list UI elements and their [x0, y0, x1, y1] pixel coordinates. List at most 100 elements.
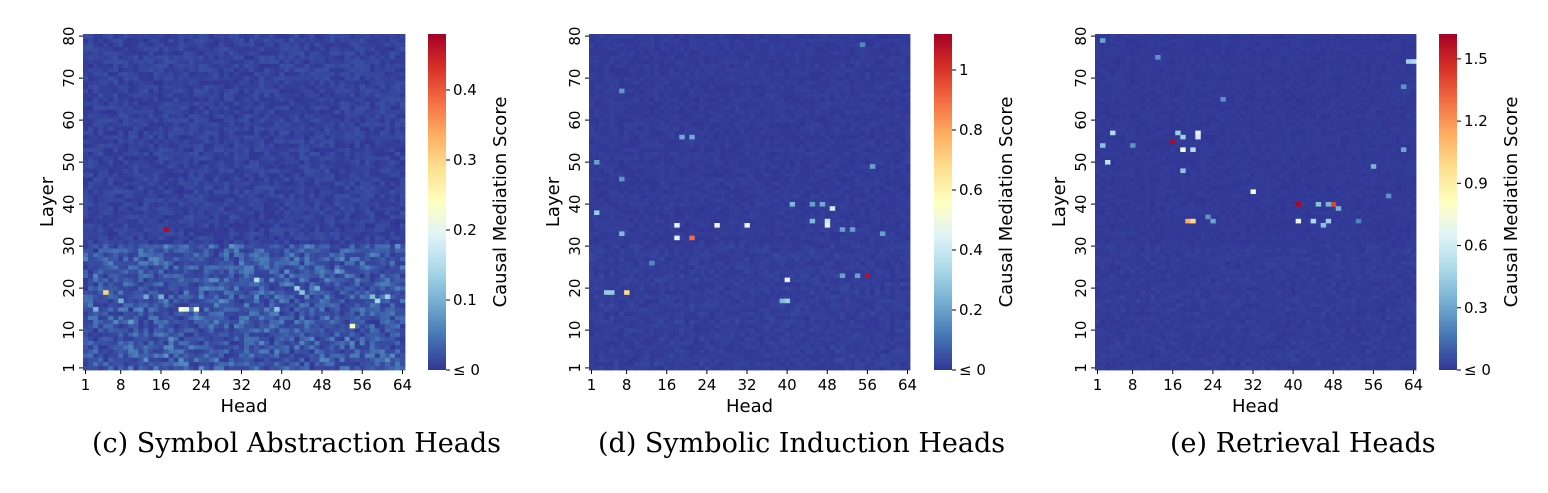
hotspot-d-0 — [689, 235, 695, 241]
x-tick-c-48: 48 — [312, 376, 331, 394]
colorbar-tick-d-2: 0.4 — [959, 241, 983, 259]
hotspot-e-33 — [1400, 147, 1407, 152]
x-tick-c-24: 24 — [192, 376, 211, 394]
hotspot-e-35 — [1355, 218, 1362, 224]
y-tick-e-1: 1 — [1072, 363, 1090, 373]
colorbar-tick-e-4: 1.2 — [1464, 112, 1488, 130]
hotspot-e-32 — [1220, 97, 1226, 102]
hotspot-c-21 — [128, 319, 134, 325]
colorbar-tick-d-4: 0.8 — [959, 121, 983, 139]
hotspot-d-5 — [714, 223, 720, 228]
y-tick-e-20: 20 — [1072, 279, 1090, 298]
hotspot-e-30 — [1155, 55, 1161, 60]
hotspot-d-3 — [674, 223, 680, 228]
x-tick-e-32: 32 — [1243, 376, 1262, 394]
hotspot-c-10 — [384, 294, 391, 299]
hotspot-c-20 — [228, 244, 235, 249]
hotspot-e-31 — [1210, 218, 1216, 224]
x-tick-d-16: 16 — [657, 376, 676, 394]
hotspot-e-21 — [1320, 223, 1327, 228]
hotspot-d-33 — [859, 42, 866, 47]
x-tick-d-24: 24 — [697, 376, 716, 394]
hotspot-e-16 — [1410, 59, 1417, 64]
x-tick-d-1: 1 — [587, 376, 597, 394]
x-axis-label-d: Head — [726, 396, 773, 417]
y-tick-e-80: 80 — [1072, 27, 1090, 46]
x-tick-d-48: 48 — [818, 376, 837, 394]
hotspot-d-6 — [744, 223, 750, 228]
x-tick-c-1: 1 — [81, 376, 91, 394]
hotspot-c-17 — [314, 286, 320, 291]
x-tick-c-40: 40 — [272, 376, 291, 394]
y-tick-c-40: 40 — [60, 195, 78, 214]
heatmap-cells-d — [589, 34, 911, 371]
y-tick-c-20: 20 — [60, 279, 78, 298]
y-tick-d-10: 10 — [566, 321, 584, 340]
y-axis-label-c: Layer — [37, 176, 58, 227]
hotspot-e-2 — [1330, 202, 1337, 207]
y-tick-d-30: 30 — [566, 237, 584, 256]
hotspot-d-22 — [839, 273, 846, 278]
hotspot-c-5 — [349, 323, 356, 329]
hotspot-c-2 — [178, 307, 185, 312]
hotspot-d-10 — [784, 277, 791, 283]
y-tick-c-70: 70 — [60, 69, 78, 88]
heatmap-panel-d: 1 8 16 24 32 40 48 56 64 1 10 20 30 40 50 60 70 80 Head Lay… — [543, 27, 1017, 417]
hotspot-c-8 — [294, 286, 300, 291]
hotspot-d-8 — [824, 218, 831, 224]
hotspot-e-9 — [1180, 147, 1186, 152]
hotspot-d-27 — [594, 160, 600, 165]
colorbar-tick-c-4: 0.4 — [453, 81, 477, 99]
x-tick-e-24: 24 — [1203, 376, 1222, 394]
hotspot-c-14 — [158, 294, 164, 299]
hotspot-d-18 — [809, 218, 816, 224]
colorbar-label-e: Causal Mediation Score — [1501, 97, 1522, 308]
hotspot-e-26 — [1385, 193, 1392, 199]
x-tick-d-40: 40 — [778, 376, 797, 394]
hotspot-e-34 — [1205, 214, 1211, 220]
hotspot-d-21 — [854, 273, 861, 278]
heatmap-panel-e: 1 8 16 24 32 40 48 56 64 1 10 20 30 40 50 60 70 80 Head Lay… — [1049, 27, 1522, 417]
y-tick-d-40: 40 — [566, 195, 584, 214]
colorbar-tick-e-1: 0.3 — [1464, 299, 1488, 317]
x-tick-d-64: 64 — [898, 376, 917, 394]
y-tick-e-50: 50 — [1072, 153, 1090, 172]
y-tick-e-10: 10 — [1072, 321, 1090, 340]
y-tick-c-60: 60 — [60, 111, 78, 130]
hotspot-c-0 — [163, 227, 169, 232]
hotspot-e-20 — [1325, 218, 1332, 224]
colorbar-tick-e-0: ≤ 0 — [1464, 361, 1491, 379]
colorbar-tick-e-2: 0.6 — [1464, 237, 1488, 255]
hotspot-e-29 — [1130, 143, 1136, 148]
hotspot-e-6 — [1295, 218, 1302, 224]
hotspot-e-18 — [1180, 168, 1186, 173]
hotspot-e-7 — [1195, 130, 1201, 136]
hotspot-e-25 — [1370, 164, 1377, 169]
y-tick-e-70: 70 — [1072, 69, 1090, 88]
colorbar-label-c: Causal Mediation Score — [490, 97, 511, 308]
hotspot-d-15 — [789, 202, 796, 207]
hotspot-d-19 — [839, 227, 846, 232]
hotspot-d-1 — [864, 273, 871, 278]
hotspot-e-0 — [1170, 139, 1176, 144]
colorbar-tick-c-0: ≤ 0 — [453, 361, 480, 379]
caption-c: (c) Symbol Abstraction Heads — [92, 428, 501, 459]
y-tick-c-80: 80 — [60, 27, 78, 46]
hotspot-c-9 — [299, 290, 305, 295]
y-axis-label-e: Layer — [1049, 176, 1070, 227]
hotspot-d-26 — [619, 231, 625, 236]
y-tick-c-1: 1 — [60, 363, 78, 373]
x-tick-c-16: 16 — [151, 376, 170, 394]
y-tick-e-40: 40 — [1072, 195, 1090, 214]
hotspot-d-13 — [779, 298, 786, 304]
x-tick-d-56: 56 — [858, 376, 877, 394]
y-tick-e-30: 30 — [1072, 237, 1090, 256]
colorbar-tick-c-3: 0.3 — [453, 151, 477, 169]
y-tick-d-60: 60 — [566, 111, 584, 130]
x-tick-c-56: 56 — [353, 376, 372, 394]
x-tick-c-8: 8 — [116, 376, 126, 394]
hotspot-e-24 — [1325, 202, 1332, 207]
hotspot-d-32 — [649, 260, 655, 266]
y-tick-d-80: 80 — [566, 27, 584, 46]
